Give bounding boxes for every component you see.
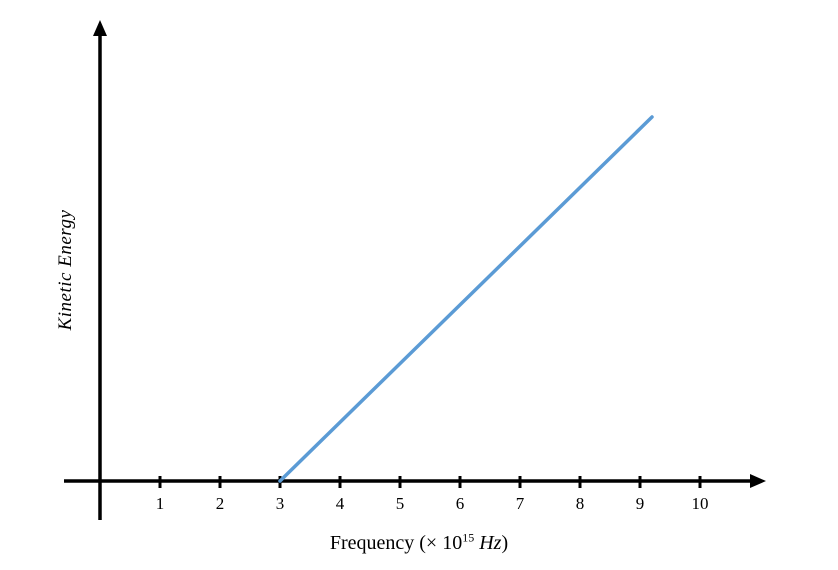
x-tick-label: 4: [336, 494, 345, 513]
x-tick-label: 2: [216, 494, 225, 513]
x-tick-label: 6: [456, 494, 465, 513]
x-tick-label: 1: [156, 494, 165, 513]
x-axis-label-text: Frequency (× 10: [329, 532, 463, 554]
kinetic-energy-line: [278, 115, 654, 483]
x-tick-label: 7: [516, 494, 525, 513]
x-axis-label-close: ): [501, 532, 509, 554]
x-axis-label: Frequency (× 1015 Hz): [0, 530, 838, 555]
x-axis-label-exponent: 15: [462, 530, 475, 545]
y-axis-label: Kinetic Energy: [55, 209, 76, 331]
x-axis-label-unit: Hz: [474, 532, 502, 554]
x-tick-label: 8: [576, 494, 585, 513]
x-tick-label: 5: [396, 494, 405, 513]
x-tick-label: 9: [636, 494, 645, 513]
x-tick-label: 3: [276, 494, 285, 513]
y-axis-arrow: [93, 20, 107, 36]
x-axis-arrow: [750, 474, 766, 488]
x-tick-label: 10: [692, 494, 709, 513]
